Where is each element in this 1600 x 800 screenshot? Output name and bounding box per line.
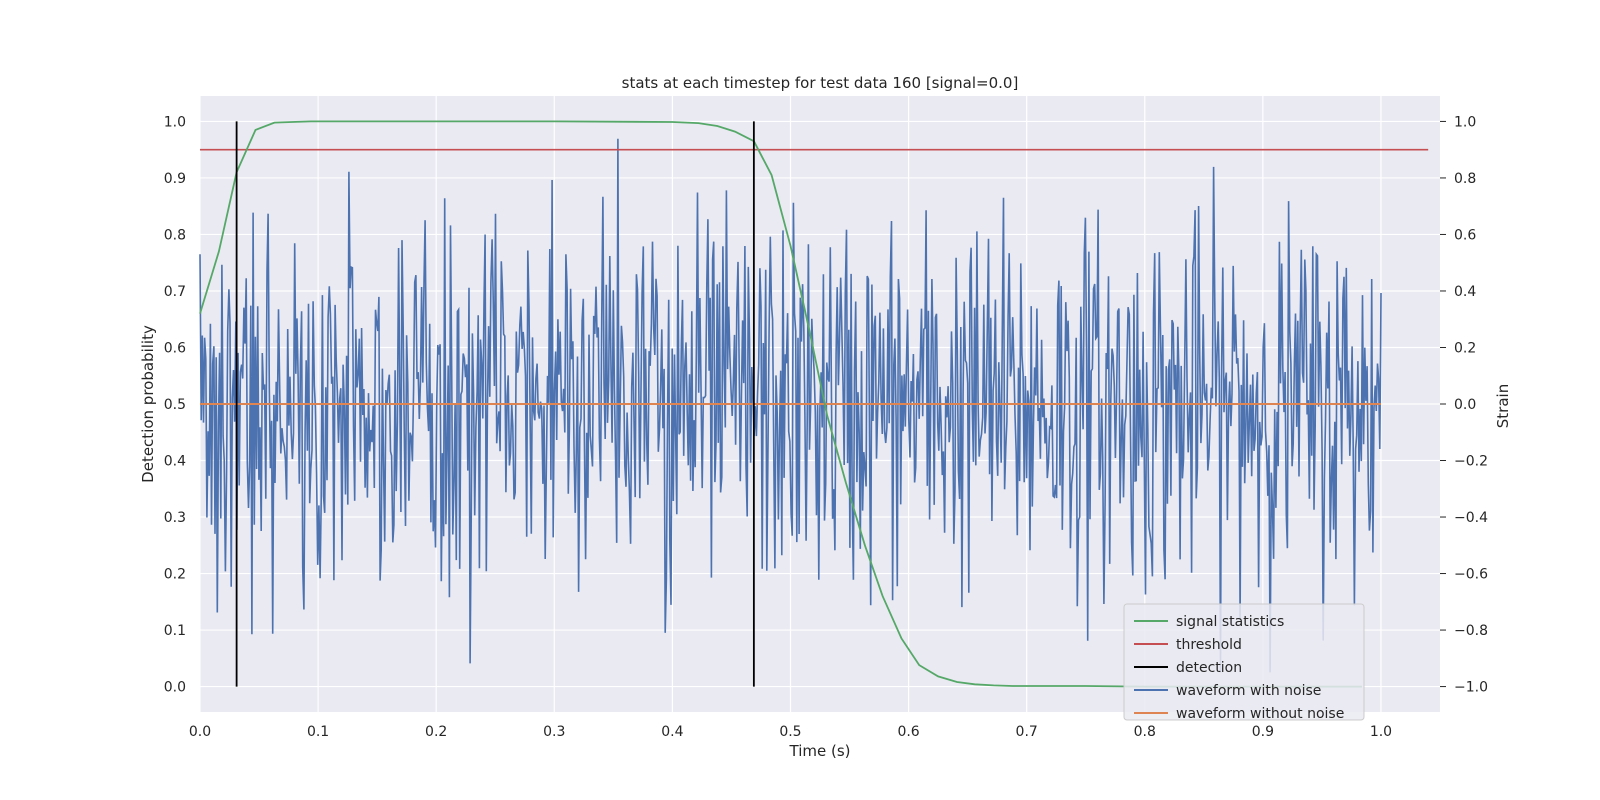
y-right-tick-label: 0.8: [1454, 171, 1476, 187]
legend-label: threshold: [1176, 637, 1242, 653]
y-tick-label: 0.8: [164, 227, 186, 243]
legend-label: waveform without noise: [1176, 706, 1344, 722]
x-tick-label: 0.6: [897, 724, 919, 740]
y-tick-label: 0.4: [164, 454, 186, 470]
y-right-tick-label: 0.0: [1454, 397, 1476, 413]
y-tick-label: 1.0: [164, 114, 186, 130]
x-tick-label: 0.9: [1252, 724, 1274, 740]
series-waveform-with-noise: [199, 138, 1382, 673]
x-axis-label: Time (s): [789, 742, 851, 760]
y-axis-right-label: Strain: [1494, 384, 1512, 428]
y-tick-label: 0.7: [164, 284, 186, 300]
x-tick-label: 0.8: [1134, 724, 1156, 740]
legend-label: detection: [1176, 660, 1242, 676]
y-right-tick-label: −0.4: [1454, 510, 1488, 526]
series-layer: [199, 120, 1429, 688]
y-tick-label: 0.6: [164, 340, 186, 356]
y-right-tick-label: −0.8: [1454, 623, 1488, 639]
y-tick-label: 0.3: [164, 510, 186, 526]
series-signal-statistics: [199, 120, 1363, 688]
chart-title: stats at each timestep for test data 160…: [622, 74, 1019, 92]
x-tick-label: 0.5: [779, 724, 801, 740]
y-tick-label: 0.2: [164, 567, 186, 583]
y-right-tick-label: 1.0: [1454, 114, 1476, 130]
legend-box: [1123, 603, 1365, 721]
y-tick-label: 0.9: [164, 171, 186, 187]
y-right-tick-label: −1.0: [1454, 680, 1488, 696]
y-right-tick-label: 0.4: [1454, 284, 1476, 300]
y-tick-label: 0.1: [164, 623, 186, 639]
y-right-tick-label: 0.6: [1454, 227, 1476, 243]
y-tick-label: 0.0: [164, 680, 186, 696]
x-tick-label: 1.0: [1370, 724, 1392, 740]
y-tick-label: 0.5: [164, 397, 186, 413]
x-tick-label: 0.1: [307, 724, 329, 740]
y-right-tick-label: −0.2: [1454, 454, 1488, 470]
y-right-tick-label: −0.6: [1454, 567, 1488, 583]
x-tick-label: 0.0: [189, 724, 211, 740]
x-tick-label: 0.2: [425, 724, 447, 740]
legend: signal statistics threshold detection wavef…: [1123, 603, 1365, 722]
x-tick-label: 0.3: [543, 724, 565, 740]
x-tick-label: 0.7: [1016, 724, 1038, 740]
legend-label: waveform with noise: [1176, 683, 1321, 699]
y-right-tick-label: 0.2: [1454, 340, 1476, 356]
x-tick-label: 0.4: [661, 724, 683, 740]
legend-label: signal statistics: [1176, 614, 1284, 630]
tick-labels: 0.0 0.1 0.2 0.3 0.4 0.5 0.6 0.7 0.8 0.9 1.0 0.0 0.1 0…: [164, 114, 1488, 740]
y-axis-label: Detection probability: [139, 325, 157, 483]
